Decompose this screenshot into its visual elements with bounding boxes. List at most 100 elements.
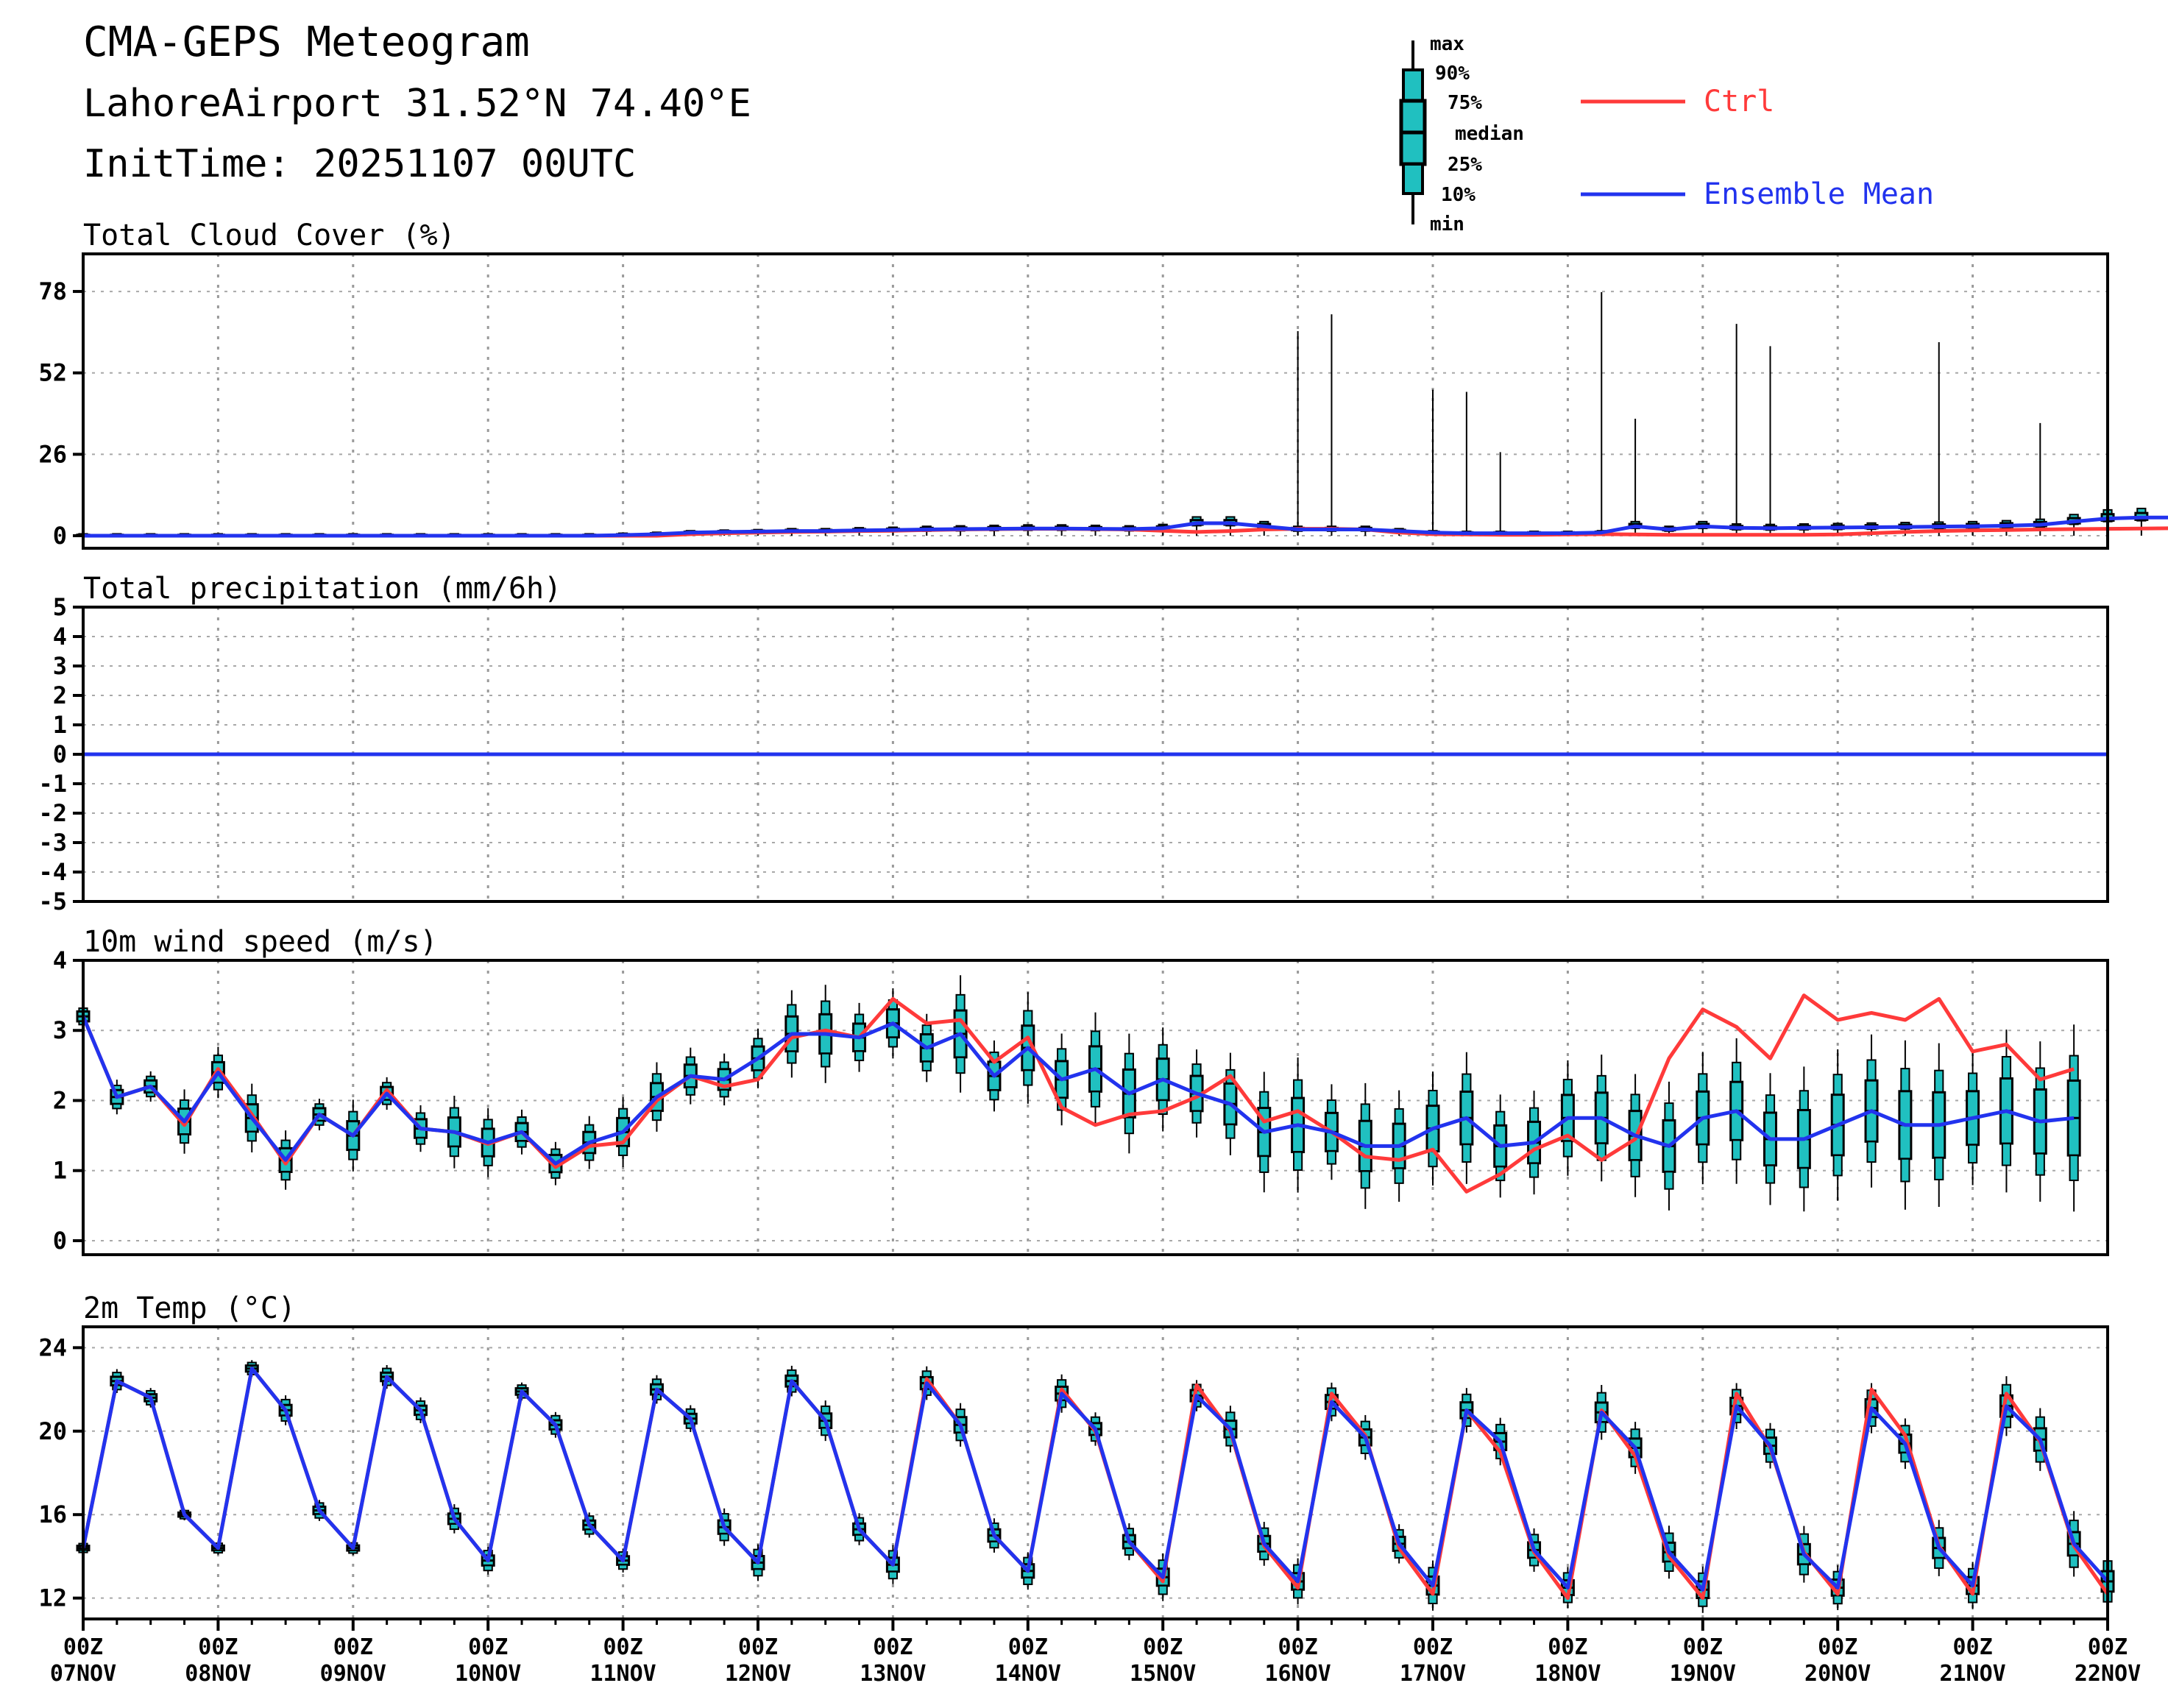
x-tick-hour: 00Z bbox=[738, 1634, 778, 1660]
box-plot bbox=[1763, 346, 1777, 536]
x-tick-date: 17NOV bbox=[1400, 1661, 1466, 1687]
box-plot bbox=[1493, 452, 1508, 536]
x-tick-date: 14NOV bbox=[995, 1661, 1061, 1687]
series-legend: Ctrl Ensemble Mean bbox=[1581, 85, 1934, 211]
y-tick-label: -3 bbox=[38, 829, 67, 857]
x-tick-hour: 00Z bbox=[1548, 1634, 1587, 1660]
panel-title-4: 2m Temp (°C) bbox=[83, 1291, 296, 1325]
y-tick-label: 20 bbox=[38, 1417, 67, 1445]
x-tick-date: 13NOV bbox=[860, 1661, 926, 1687]
x-tick-date: 12NOV bbox=[725, 1661, 791, 1687]
y-tick-label: 4 bbox=[53, 623, 67, 651]
y-tick-label: 52 bbox=[38, 359, 67, 387]
legend-p25: 25% bbox=[1448, 154, 1482, 176]
y-tick-label: -5 bbox=[38, 887, 67, 915]
legend-max: max bbox=[1430, 33, 1464, 55]
y-tick-label: 0 bbox=[53, 1227, 67, 1255]
x-tick-hour: 00Z bbox=[198, 1634, 238, 1660]
box-plot bbox=[1729, 324, 1744, 536]
x-tick-hour: 00Z bbox=[468, 1634, 508, 1660]
panel-title-1: Total Cloud Cover (%) bbox=[83, 219, 456, 252]
box-plot bbox=[1628, 419, 1643, 536]
x-tick-date: 07NOV bbox=[50, 1661, 116, 1687]
y-tick-label: 0 bbox=[53, 522, 67, 550]
y-tick-label: 4 bbox=[53, 946, 67, 974]
x-tick-hour: 00Z bbox=[1008, 1634, 1048, 1660]
box-plot bbox=[1594, 291, 1609, 536]
x-tick-date: 22NOV bbox=[2075, 1661, 2141, 1687]
x-tick-hour: 00Z bbox=[1413, 1634, 1453, 1660]
box-plot bbox=[1932, 341, 1946, 536]
x-tick-hour: 00Z bbox=[1683, 1634, 1723, 1660]
x-tick-date: 15NOV bbox=[1130, 1661, 1196, 1687]
x-tick-hour: 00Z bbox=[603, 1634, 643, 1660]
chart-title: CMA-GEPS Meteogram bbox=[83, 18, 530, 66]
box-plot bbox=[548, 1411, 563, 1438]
x-tick-date: 16NOV bbox=[1264, 1661, 1331, 1687]
box-plot bbox=[1324, 314, 1339, 536]
x-tick-hour: 00Z bbox=[873, 1634, 913, 1660]
box-plot bbox=[2134, 507, 2149, 536]
legend-p90: 90% bbox=[1435, 63, 1470, 85]
panel-3: 10m wind speed (m/s) 0 1 2 3 4 bbox=[53, 925, 2109, 1256]
x-tick-hour: 00Z bbox=[2088, 1634, 2128, 1660]
x-axis: 00Z07NOV00Z08NOV00Z09NOV00Z10NOV00Z11NOV… bbox=[50, 1619, 2141, 1687]
y-tick-label: 24 bbox=[38, 1333, 67, 1361]
panel-frame-2 bbox=[82, 606, 2109, 903]
x-tick-hour: 00Z bbox=[333, 1634, 373, 1660]
y-tick-label: -1 bbox=[38, 770, 67, 798]
panel-2: Total precipitation (mm/6h) -5-4-3-2-1012… bbox=[38, 572, 2109, 915]
panel-title-3: 10m wind speed (m/s) bbox=[83, 925, 438, 959]
boxplot-legend: max 90% 75% median 25% 10% min bbox=[1399, 33, 1524, 235]
init-time-label: InitTime: 20251107 00UTC bbox=[83, 142, 636, 186]
panel-4: 2m Temp (°C) 12 16 20 24 bbox=[38, 1291, 2115, 1620]
y-tick-label: -4 bbox=[38, 858, 67, 886]
box-plots-3 bbox=[76, 975, 2081, 1212]
panel-title-2: Total precipitation (mm/6h) bbox=[83, 572, 562, 606]
y-tick-label: 12 bbox=[38, 1584, 67, 1612]
x-tick-date: 21NOV bbox=[1939, 1661, 2005, 1687]
x-tick-hour: 00Z bbox=[1278, 1634, 1318, 1660]
station-label: LahoreAirport 31.52°N 74.40°E bbox=[83, 82, 751, 126]
y-tick-label: 0 bbox=[53, 740, 67, 768]
legend-p75: 75% bbox=[1448, 92, 1482, 114]
box-plot bbox=[1291, 331, 1306, 536]
box-plot bbox=[2066, 514, 2081, 536]
y-tick-label: 5 bbox=[53, 593, 67, 621]
panel-frame-3 bbox=[82, 959, 2109, 1256]
x-tick-hour: 00Z bbox=[1143, 1634, 1183, 1660]
y-tick-label: 2 bbox=[53, 1086, 67, 1114]
y-tick-label: 3 bbox=[53, 1016, 67, 1044]
y-tick-label: 26 bbox=[38, 440, 67, 468]
x-tick-hour: 00Z bbox=[1818, 1634, 1857, 1660]
y-tick-label: 78 bbox=[38, 277, 67, 305]
y-tick-label: -2 bbox=[38, 799, 67, 827]
box-plots-1 bbox=[76, 291, 2149, 537]
y-tick-label: 3 bbox=[53, 652, 67, 680]
x-tick-date: 18NOV bbox=[1534, 1661, 1601, 1687]
y-tick-label: 2 bbox=[53, 681, 67, 709]
legend-ctrl-label: Ctrl bbox=[1704, 85, 1774, 118]
mean-line-4 bbox=[81, 1367, 2109, 1592]
x-tick-date: 11NOV bbox=[589, 1661, 656, 1687]
x-tick-hour: 00Z bbox=[1953, 1634, 1993, 1660]
x-tick-date: 10NOV bbox=[455, 1661, 521, 1687]
mean-line-1 bbox=[83, 515, 2168, 538]
x-tick-date: 19NOV bbox=[1670, 1661, 1736, 1687]
legend-p10: 10% bbox=[1441, 184, 1476, 206]
panel-frame-1 bbox=[82, 252, 2109, 550]
legend-mean-label: Ensemble Mean bbox=[1704, 177, 1934, 211]
x-tick-date: 08NOV bbox=[185, 1661, 251, 1687]
x-tick-date: 20NOV bbox=[1804, 1661, 1871, 1687]
x-tick-date: 09NOV bbox=[320, 1661, 386, 1687]
x-tick-hour: 00Z bbox=[63, 1634, 103, 1660]
panel-1: Total Cloud Cover (%) 0 26 52 78 bbox=[38, 219, 2168, 550]
y-tick-label: 16 bbox=[38, 1500, 67, 1528]
legend-min: min bbox=[1430, 213, 1464, 235]
box-plot bbox=[1425, 389, 1440, 536]
box-plot bbox=[1459, 391, 1474, 536]
y-tick-label: 1 bbox=[53, 1157, 67, 1185]
y-tick-label: 1 bbox=[53, 711, 67, 739]
